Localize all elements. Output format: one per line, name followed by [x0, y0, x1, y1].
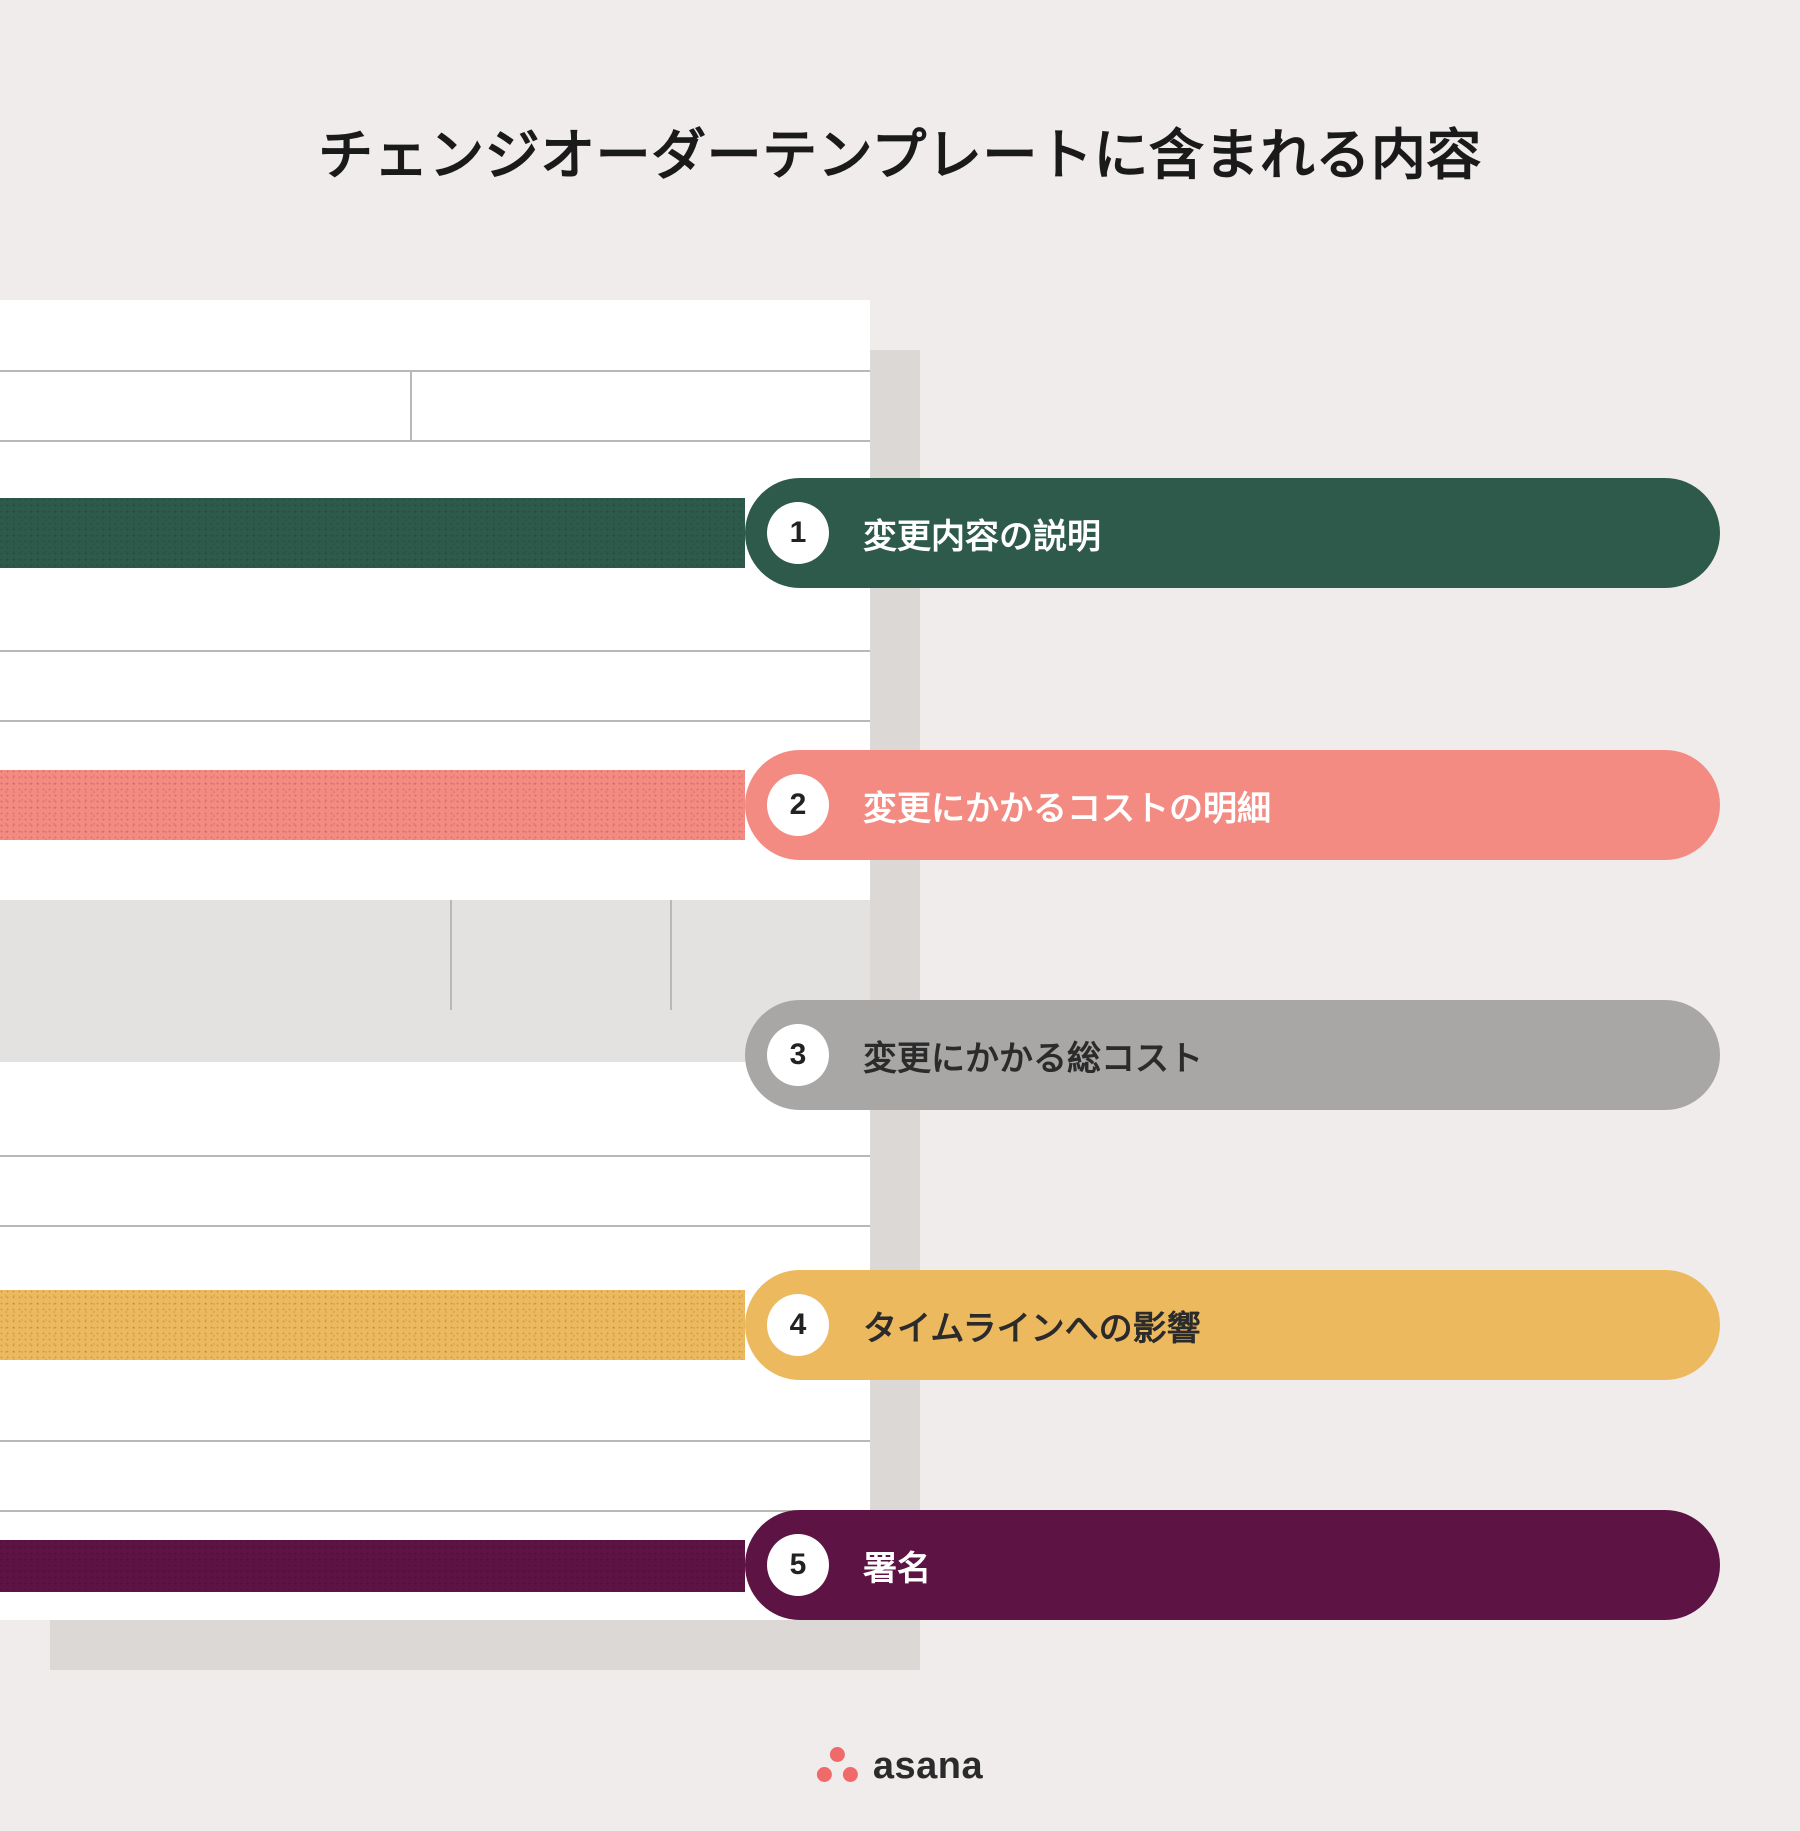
item-number-badge: 4: [767, 1294, 829, 1356]
item-label: 変更にかかる総コスト: [863, 1031, 1203, 1080]
item-pill-3: 3 変更にかかる総コスト: [745, 1000, 1720, 1110]
document-hline: [0, 440, 870, 442]
item-pill-5: 5 署名: [745, 1510, 1720, 1620]
item-label: 変更内容の説明: [863, 509, 1101, 558]
item-stripe-1: [0, 498, 745, 568]
page-title: チェンジオーダーテンプレートに含まれる内容: [0, 110, 1800, 190]
item-pill-4: 4 タイムラインへの影響: [745, 1270, 1720, 1380]
document-hline: [0, 720, 870, 722]
item-pill-1: 1 変更内容の説明: [745, 478, 1720, 588]
asana-logo-icon: [817, 1747, 859, 1787]
infographic-canvas: チェンジオーダーテンプレートに含まれる内容 1 変更内容の説明 2 変更にかかるコスト…: [0, 0, 1800, 1831]
document-vline: [670, 900, 672, 1010]
document-hline: [0, 1155, 870, 1157]
logo-dot-left: [817, 1767, 832, 1782]
brand-logo-text: asana: [873, 1745, 983, 1788]
document-hline: [0, 370, 870, 372]
document-hline: [0, 1225, 870, 1227]
item-label: 変更にかかるコストの明細: [863, 781, 1271, 830]
brand-logo: asana: [817, 1745, 983, 1788]
document-hline: [0, 650, 870, 652]
document-hline: [0, 1510, 870, 1512]
item-pill-2: 2 変更にかかるコストの明細: [745, 750, 1720, 860]
item-number-badge: 1: [767, 502, 829, 564]
logo-dot-top: [830, 1747, 845, 1762]
item-label: 署名: [863, 1541, 931, 1590]
logo-dot-right: [843, 1767, 858, 1782]
item-stripe-2: [0, 770, 745, 840]
item-stripe-4: [0, 1290, 745, 1360]
document-gray-row: [0, 1010, 870, 1062]
item-number-badge: 5: [767, 1534, 829, 1596]
item-label: タイムラインへの影響: [863, 1301, 1201, 1350]
document-vline: [450, 900, 452, 1010]
item-stripe-5: [0, 1540, 745, 1592]
document-vline: [410, 370, 412, 440]
item-number-badge: 3: [767, 1024, 829, 1086]
document-hline: [0, 1440, 870, 1442]
document-gray-row: [0, 900, 870, 1010]
item-number-badge: 2: [767, 774, 829, 836]
